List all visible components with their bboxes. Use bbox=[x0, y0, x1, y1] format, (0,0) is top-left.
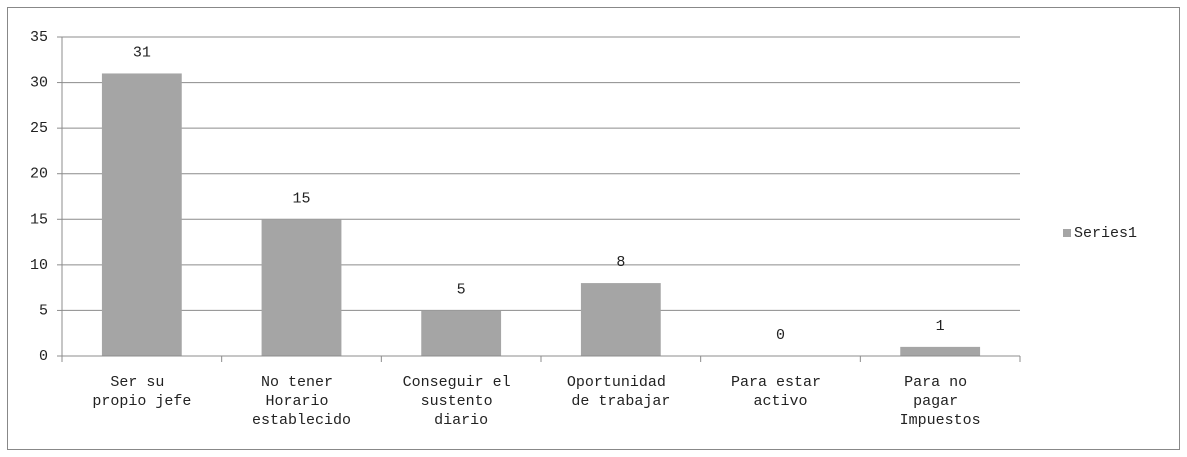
y-tick-label: 0 bbox=[39, 348, 48, 365]
y-tick-label: 35 bbox=[30, 29, 48, 46]
data-label: 31 bbox=[133, 44, 151, 61]
y-tick-label: 20 bbox=[30, 166, 48, 183]
bar bbox=[421, 310, 502, 356]
y-tick-label: 30 bbox=[30, 75, 48, 92]
data-label: 1 bbox=[936, 318, 945, 335]
x-tick-label: No tener Horario establecido bbox=[252, 374, 351, 429]
bar bbox=[101, 73, 182, 356]
data-label: 8 bbox=[616, 254, 625, 271]
y-tick-label: 10 bbox=[30, 257, 48, 274]
y-tick-label: 5 bbox=[39, 302, 48, 319]
x-tick-label: Para estar activo bbox=[731, 374, 830, 410]
chart-border bbox=[7, 7, 1180, 450]
bar bbox=[261, 219, 342, 356]
bar bbox=[900, 346, 981, 356]
data-label: 5 bbox=[457, 281, 466, 298]
y-tick-label: 15 bbox=[30, 211, 48, 228]
legend-swatch bbox=[1063, 229, 1071, 237]
x-tick-label: Conseguir el sustento diario bbox=[403, 374, 520, 429]
x-tick-label: Ser su propio jefe bbox=[92, 374, 191, 410]
x-tick-label: Para no pagar Impuestos bbox=[900, 374, 981, 429]
data-label: 15 bbox=[292, 190, 310, 207]
legend-label: Series1 bbox=[1074, 225, 1137, 242]
bar bbox=[580, 283, 661, 356]
y-tick-label: 25 bbox=[30, 120, 48, 137]
data-label: 0 bbox=[776, 327, 785, 344]
x-tick-label: Oportunidad de trabajar bbox=[567, 374, 675, 410]
